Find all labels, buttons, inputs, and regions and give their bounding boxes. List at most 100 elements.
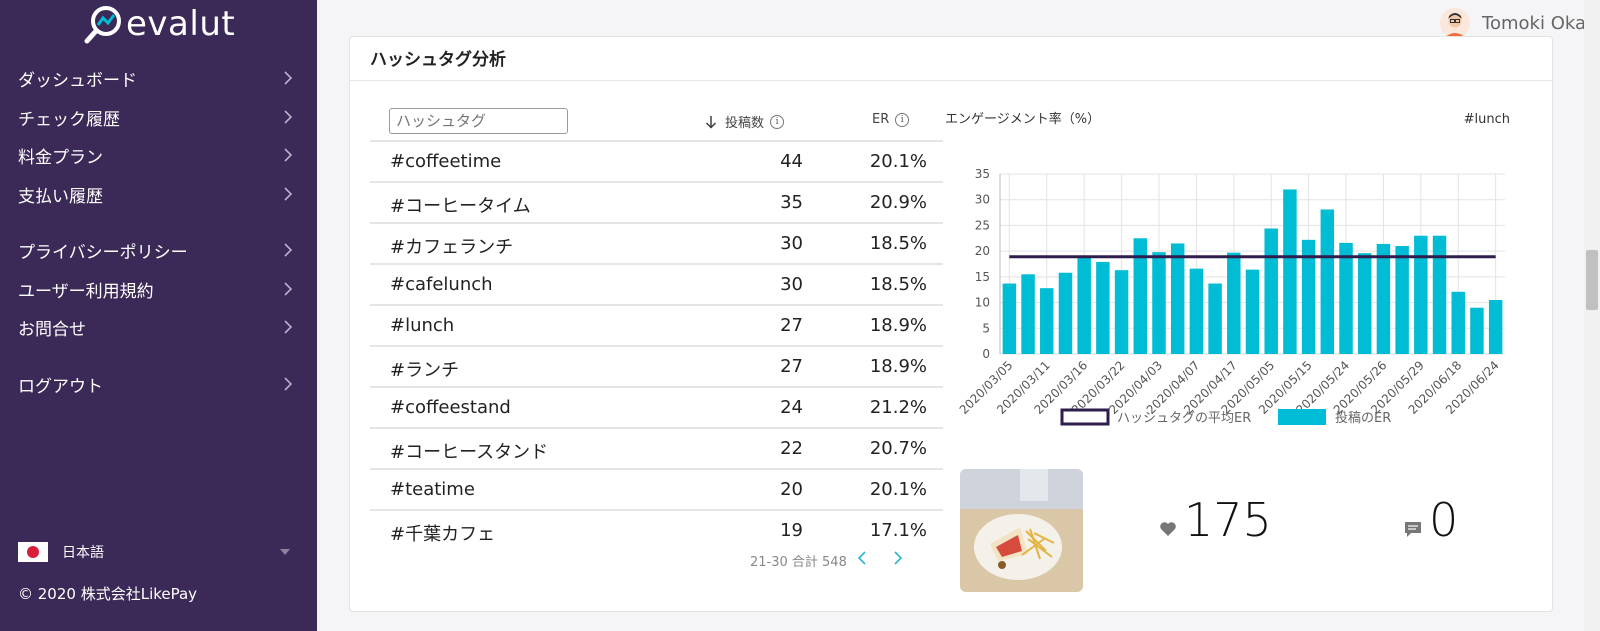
- column-label-posts: 投稿数: [725, 116, 765, 131]
- column-header-posts[interactable]: 投稿数 i: [705, 112, 785, 131]
- hashtag-cell: #cafelunch: [390, 274, 493, 295]
- sidebar-item-contact[interactable]: お問合せ: [0, 309, 317, 345]
- hashtag-search-input[interactable]: [389, 108, 568, 134]
- er-cell: 20.1%: [869, 151, 927, 172]
- language-label: 日本語: [62, 545, 104, 561]
- logo-text: evalut: [126, 4, 236, 44]
- posts-cell: 19: [780, 520, 803, 541]
- avatar: [1440, 8, 1471, 38]
- hashtag-cell: #カフェランチ: [390, 237, 514, 258]
- sidebar-item-label: ログアウト: [18, 376, 103, 397]
- hashtag-cell: #コーヒータイム: [390, 196, 531, 217]
- table-row[interactable]: #カフェランチ 30 18.5%: [370, 222, 943, 263]
- chevron-right-icon: [284, 377, 293, 391]
- page-scrollbar[interactable]: [1584, 0, 1600, 631]
- language-selector[interactable]: 日本語: [18, 540, 298, 564]
- sidebar-item-dashboard[interactable]: ダッシュボード: [0, 60, 317, 96]
- app-logo[interactable]: evalut: [84, 2, 235, 46]
- bar: [1432, 235, 1447, 354]
- posts-cell: 27: [780, 315, 803, 336]
- bar: [1227, 252, 1241, 354]
- table-row[interactable]: #lunch 27 18.9%: [370, 304, 943, 345]
- chevron-right-icon[interactable]: [888, 547, 908, 569]
- bar: [1283, 189, 1297, 354]
- chart-title: エンゲージメント率（%）: [945, 111, 1100, 127]
- y-tick-label: 25: [975, 218, 990, 232]
- hashtag-cell: #千葉カフェ: [390, 524, 496, 545]
- arrow-down-icon: [706, 115, 716, 128]
- info-icon[interactable]: i: [895, 112, 910, 127]
- sidebar-item-pricing[interactable]: 料金プラン: [0, 137, 317, 173]
- y-tick-label: 10: [975, 296, 990, 310]
- sidebar-item-payment-history[interactable]: 支払い履歴: [0, 176, 317, 212]
- sidebar-item-label: 支払い履歴: [18, 186, 103, 207]
- er-cell: 20.9%: [869, 192, 927, 213]
- er-cell: 18.9%: [869, 315, 927, 336]
- legend-label-posts: 投稿のER: [1335, 410, 1391, 426]
- bar: [1357, 253, 1372, 354]
- table-row[interactable]: #cafelunch 30 18.5%: [370, 263, 943, 304]
- er-cell: 17.1%: [869, 520, 927, 541]
- sidebar: evalut ダッシュボード チェック履歴 料金プラン 支払い履歴 プライバシー…: [0, 0, 317, 631]
- chevron-right-icon: [284, 110, 293, 124]
- y-tick-label: 0: [982, 347, 990, 361]
- posts-cell: 27: [780, 356, 803, 377]
- engagement-rate-chart: エンゲージメント率（%） #lunch051015202530352020/03/…: [945, 111, 1510, 426]
- chevron-right-icon: [284, 282, 293, 296]
- bar: [1040, 288, 1054, 354]
- bar: [1245, 269, 1260, 354]
- user-menu[interactable]: Tomoki Oka: [1440, 8, 1586, 38]
- comments-count: 0: [1403, 497, 1458, 543]
- y-tick-label: 30: [975, 193, 990, 207]
- bar: [1002, 283, 1017, 354]
- hashtag-cell: #ランチ: [390, 360, 460, 381]
- chevron-left-icon[interactable]: [852, 547, 872, 569]
- sidebar-item-privacy-policy[interactable]: プライバシーポリシー: [0, 232, 317, 268]
- sidebar-item-check-history[interactable]: チェック履歴: [0, 99, 317, 135]
- logo-magnifier-icon: [84, 6, 121, 44]
- table-row[interactable]: #ランチ 27 18.9%: [370, 345, 943, 386]
- posts-cell: 20: [780, 479, 803, 500]
- er-cell: 21.2%: [869, 397, 927, 418]
- column-header-er[interactable]: ER i: [872, 112, 910, 127]
- table-row[interactable]: #teatime 20 20.1%: [370, 468, 943, 509]
- y-tick-label: 5: [982, 321, 990, 335]
- comments-number: 0: [1429, 493, 1459, 547]
- bar: [1470, 307, 1484, 354]
- chevron-right-icon: [284, 320, 293, 334]
- er-cell: 20.1%: [869, 479, 927, 500]
- y-tick-label: 35: [975, 167, 990, 181]
- table-row[interactable]: #千葉カフェ 19 17.1%: [370, 509, 943, 550]
- posts-cell: 22: [780, 438, 803, 459]
- sidebar-item-label: ダッシュボード: [18, 70, 137, 91]
- table-row[interactable]: #コーヒースタンド 22 20.7%: [370, 427, 943, 468]
- bar: [1451, 291, 1465, 354]
- posts-cell: 30: [780, 233, 803, 254]
- scrollbar-thumb[interactable]: [1586, 250, 1598, 310]
- bar: [1264, 228, 1278, 354]
- japan-flag-icon: [18, 542, 48, 562]
- er-cell: 18.5%: [869, 233, 927, 254]
- likes-count: 175: [1158, 497, 1272, 543]
- comment-icon: [1405, 522, 1421, 537]
- chevron-right-icon: [284, 71, 293, 85]
- posts-cell: 44: [780, 151, 803, 172]
- sidebar-item-terms[interactable]: ユーザー利用規約: [0, 271, 317, 307]
- posts-cell: 35: [780, 192, 803, 213]
- post-thumbnail[interactable]: [960, 469, 1083, 592]
- sidebar-item-label: ユーザー利用規約: [18, 281, 154, 302]
- hashtag-cell: #コーヒースタンド: [390, 442, 549, 463]
- bar: [1488, 300, 1503, 354]
- table-row[interactable]: #coffeetime 44 20.1%: [370, 140, 943, 181]
- hashtag-cell: #lunch: [390, 315, 455, 336]
- hashtag-cell: #coffeetime: [390, 151, 502, 172]
- info-icon[interactable]: i: [770, 114, 785, 129]
- bar: [1376, 243, 1391, 354]
- table-row[interactable]: #coffeestand 24 21.2%: [370, 386, 943, 427]
- bar: [1021, 274, 1035, 354]
- er-cell: 18.5%: [869, 274, 927, 295]
- hashtag-cell: #coffeestand: [390, 397, 511, 418]
- y-tick-label: 15: [975, 270, 990, 284]
- table-row[interactable]: #コーヒータイム 35 20.9%: [370, 181, 943, 222]
- sidebar-item-logout[interactable]: ログアウト: [0, 366, 317, 402]
